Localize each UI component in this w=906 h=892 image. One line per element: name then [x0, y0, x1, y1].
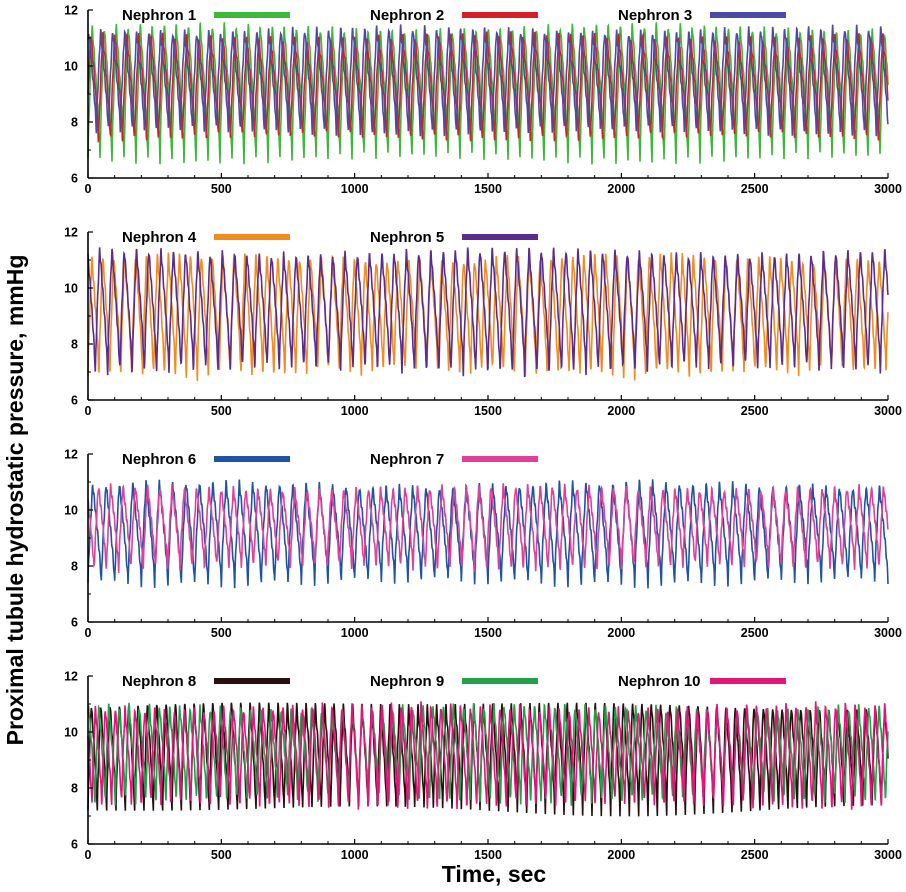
x-tick-label: 1000	[341, 182, 369, 196]
x-tick-label: 1500	[474, 626, 502, 640]
y-tick-label: 8	[71, 116, 78, 130]
x-tick-label: 2500	[741, 404, 769, 418]
series-line-nephron-7	[87, 483, 889, 574]
y-tick-label: 6	[71, 838, 78, 852]
x-tick-label: 2500	[741, 182, 769, 196]
legend-swatch	[462, 678, 538, 684]
legend-swatch	[710, 678, 786, 684]
panel-1: 0 500 1000 1500 2000 2500 3000 6 8 10 12 Nephron 1 N…	[64, 4, 902, 197]
y-axis-label: Proximal tubule hydrostatic pressure, mm…	[2, 255, 28, 746]
y-tick-label: 8	[71, 338, 78, 352]
x-tick-label: 0	[85, 848, 92, 862]
y-tick-label: 6	[71, 172, 78, 186]
x-tick-label: 500	[211, 848, 232, 862]
legend-label: Nephron 3	[618, 7, 692, 24]
x-tick-label: 2000	[607, 404, 635, 418]
x-tick-label: 1500	[474, 848, 502, 862]
legend-swatch	[462, 234, 538, 240]
x-axis-label: Time, sec	[442, 861, 547, 887]
x-tick-label: 3000	[874, 404, 902, 418]
x-tick-label: 1000	[341, 848, 369, 862]
y-tick-label: 12	[64, 670, 78, 684]
y-tick-label: 10	[64, 504, 78, 518]
x-tick-label: 1000	[341, 626, 369, 640]
legend-swatch	[214, 234, 290, 240]
x-tick-label: 2000	[607, 848, 635, 862]
y-tick-label: 10	[64, 726, 78, 740]
y-tick-label: 8	[71, 782, 78, 796]
x-tick-label: 2000	[607, 182, 635, 196]
x-tick-label: 500	[211, 404, 232, 418]
legend-swatch	[710, 12, 786, 18]
legend-swatch	[214, 678, 290, 684]
legend-label: Nephron 7	[370, 451, 444, 468]
y-tick-label: 6	[71, 394, 78, 408]
legend-label: Nephron 9	[370, 673, 444, 690]
series-line-nephron-10	[87, 701, 889, 810]
y-tick-label: 12	[64, 448, 78, 462]
legend-label: Nephron 5	[370, 229, 444, 246]
legend-label: Nephron 6	[122, 451, 196, 468]
y-tick-label: 12	[64, 4, 78, 18]
panel-2: 0 500 1000 1500 2000 2500 3000 6 8 10 12 Nephron 4 N…	[64, 226, 902, 419]
panel-4: 0 500 1000 1500 2000 2500 3000 6 8 10 12 Nephron 8 N…	[64, 670, 902, 863]
legend-label: Nephron 10	[618, 673, 701, 690]
y-tick-label: 10	[64, 60, 78, 74]
x-tick-label: 0	[85, 626, 92, 640]
legend-swatch	[462, 12, 538, 18]
series-line-nephron-1	[87, 22, 889, 165]
x-tick-label: 1000	[341, 404, 369, 418]
x-tick-label: 500	[211, 182, 232, 196]
x-tick-label: 500	[211, 626, 232, 640]
x-tick-label: 2000	[607, 626, 635, 640]
x-tick-label: 2500	[741, 848, 769, 862]
y-tick-label: 10	[64, 282, 78, 296]
legend-label: Nephron 4	[122, 229, 197, 246]
legend-label: Nephron 1	[122, 7, 196, 24]
x-tick-label: 0	[85, 404, 92, 418]
legend-swatch	[214, 456, 290, 462]
x-tick-label: 3000	[874, 626, 902, 640]
series-line-nephron-3	[87, 24, 889, 137]
series-line-nephron-2	[87, 31, 889, 143]
x-tick-label: 2500	[741, 626, 769, 640]
x-tick-label: 0	[85, 182, 92, 196]
panel-3: 0 500 1000 1500 2000 2500 3000 6 8 10 12 Nephron 6 N…	[64, 448, 902, 641]
legend-label: Nephron 8	[122, 673, 196, 690]
legend-swatch	[462, 456, 538, 462]
y-tick-label: 6	[71, 616, 78, 630]
x-tick-label: 1500	[474, 182, 502, 196]
y-tick-label: 8	[71, 560, 78, 574]
series-line-nephron-5	[87, 247, 889, 377]
legend-label: Nephron 2	[370, 7, 444, 24]
series-line-nephron-6	[87, 479, 889, 589]
x-tick-label: 1500	[474, 404, 502, 418]
y-tick-label: 12	[64, 226, 78, 240]
legend-swatch	[214, 12, 290, 18]
x-tick-label: 3000	[874, 848, 902, 862]
x-tick-label: 3000	[874, 182, 902, 196]
series-line-nephron-4	[87, 252, 889, 382]
